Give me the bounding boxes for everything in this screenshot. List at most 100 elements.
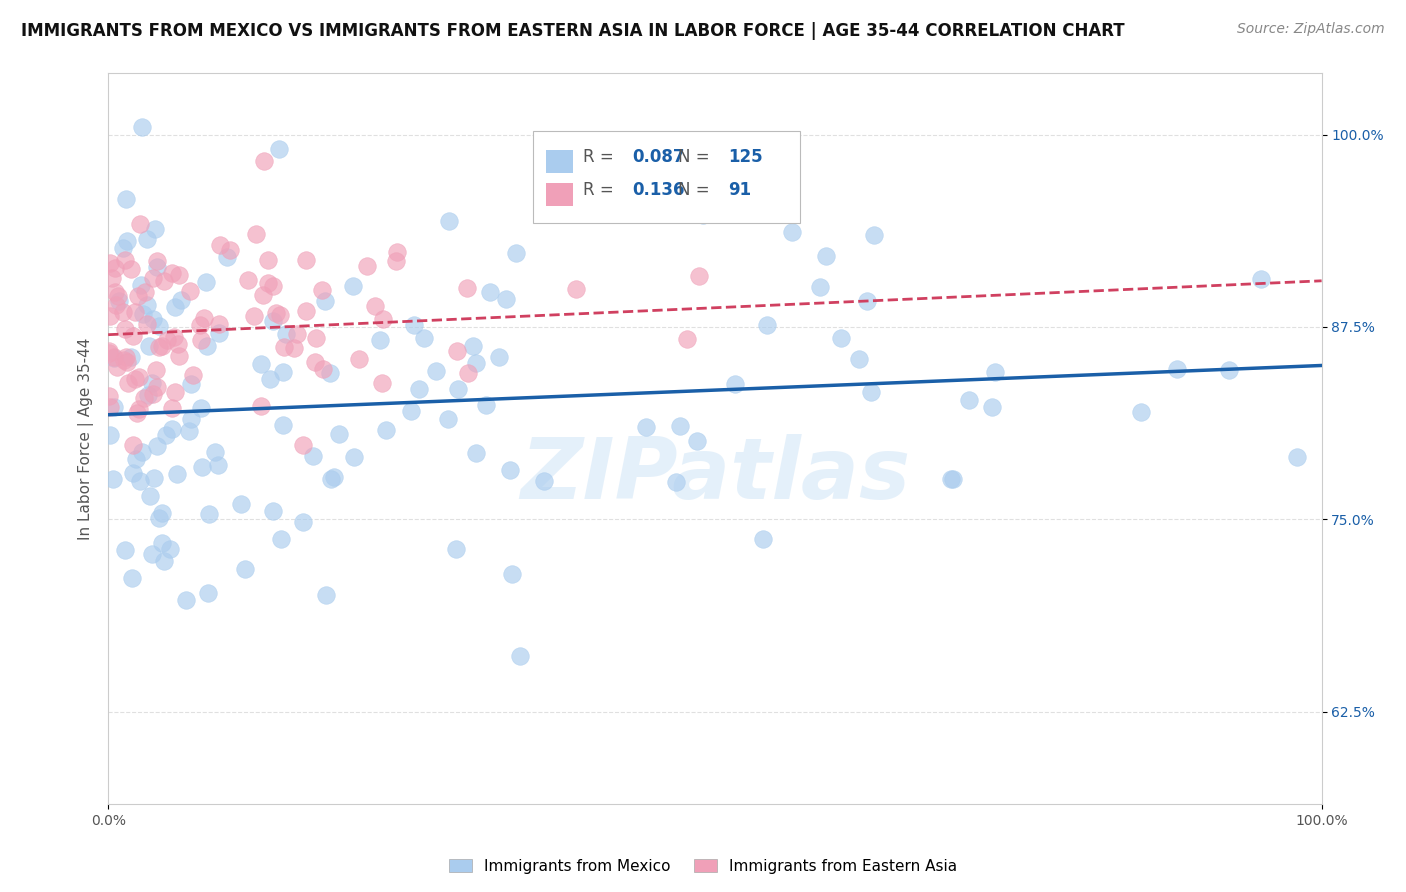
- Text: R =: R =: [582, 148, 613, 166]
- Point: [145, 363, 167, 377]
- Point: [167, 268, 190, 282]
- Point: [634, 420, 657, 434]
- Point: [148, 511, 170, 525]
- Point: [114, 543, 136, 558]
- Point: [209, 238, 232, 252]
- Point: [167, 349, 190, 363]
- Point: [256, 276, 278, 290]
- Point: [160, 401, 183, 416]
- Point: [319, 472, 342, 486]
- FancyBboxPatch shape: [533, 131, 800, 223]
- Point: [166, 467, 188, 481]
- Point: [446, 541, 468, 556]
- Point: [138, 339, 160, 353]
- Point: [475, 398, 498, 412]
- Point: [127, 406, 149, 420]
- Point: [724, 376, 747, 391]
- Point: [101, 473, 124, 487]
- Point: [188, 318, 211, 332]
- Point: [447, 382, 470, 396]
- Point: [180, 411, 202, 425]
- Point: [122, 438, 145, 452]
- Legend: Immigrants from Mexico, Immigrants from Eastern Asia: Immigrants from Mexico, Immigrants from …: [443, 853, 963, 880]
- Point: [752, 532, 775, 546]
- Point: [150, 339, 173, 353]
- Point: [495, 292, 517, 306]
- Point: [208, 326, 231, 340]
- Point: [464, 356, 486, 370]
- Point: [146, 253, 169, 268]
- Point: [190, 401, 212, 415]
- Point: [111, 305, 134, 319]
- Point: [479, 285, 502, 299]
- Point: [981, 401, 1004, 415]
- Point: [665, 475, 688, 490]
- Point: [177, 424, 200, 438]
- Point: [456, 281, 478, 295]
- Point: [136, 298, 159, 312]
- Point: [134, 285, 156, 300]
- Point: [1130, 404, 1153, 418]
- Point: [163, 300, 186, 314]
- Point: [287, 326, 309, 341]
- Point: [848, 351, 870, 366]
- Point: [292, 438, 315, 452]
- Point: [371, 376, 394, 390]
- Point: [98, 256, 121, 270]
- Point: [141, 547, 163, 561]
- Point: [249, 357, 271, 371]
- Point: [499, 463, 522, 477]
- Point: [174, 593, 197, 607]
- Point: [128, 474, 150, 488]
- Point: [245, 227, 267, 242]
- Point: [195, 275, 218, 289]
- Point: [181, 368, 204, 382]
- Point: [114, 253, 136, 268]
- Point: [148, 340, 170, 354]
- Point: [150, 507, 173, 521]
- Point: [128, 370, 150, 384]
- Point: [136, 388, 159, 402]
- Point: [311, 283, 333, 297]
- Text: 0.136: 0.136: [633, 181, 685, 199]
- Point: [132, 392, 155, 406]
- Point: [145, 222, 167, 236]
- Point: [98, 389, 121, 403]
- Point: [148, 318, 170, 333]
- Point: [855, 294, 877, 309]
- Point: [98, 428, 121, 442]
- Point: [98, 345, 121, 359]
- Text: N =: N =: [679, 181, 710, 199]
- Point: [780, 225, 803, 239]
- Point: [139, 489, 162, 503]
- Text: 0.087: 0.087: [633, 148, 685, 166]
- Point: [273, 340, 295, 354]
- Point: [343, 450, 366, 464]
- Text: Source: ZipAtlas.com: Source: ZipAtlas.com: [1237, 22, 1385, 37]
- Point: [156, 334, 179, 348]
- Point: [153, 274, 176, 288]
- Point: [207, 458, 229, 472]
- Point: [464, 445, 486, 459]
- Point: [1250, 272, 1272, 286]
- Point: [565, 282, 588, 296]
- Y-axis label: In Labor Force | Age 35-44: In Labor Force | Age 35-44: [79, 337, 94, 540]
- Point: [264, 306, 287, 320]
- Point: [180, 377, 202, 392]
- Point: [373, 311, 395, 326]
- Point: [160, 422, 183, 436]
- Point: [115, 350, 138, 364]
- Point: [533, 474, 555, 488]
- Point: [197, 585, 219, 599]
- Point: [305, 330, 328, 344]
- Point: [124, 452, 146, 467]
- Point: [262, 314, 284, 328]
- Point: [262, 279, 284, 293]
- Point: [229, 497, 252, 511]
- Point: [170, 293, 193, 308]
- Point: [1218, 363, 1240, 377]
- Point: [117, 376, 139, 391]
- Point: [131, 277, 153, 292]
- Point: [146, 380, 169, 394]
- Point: [122, 329, 145, 343]
